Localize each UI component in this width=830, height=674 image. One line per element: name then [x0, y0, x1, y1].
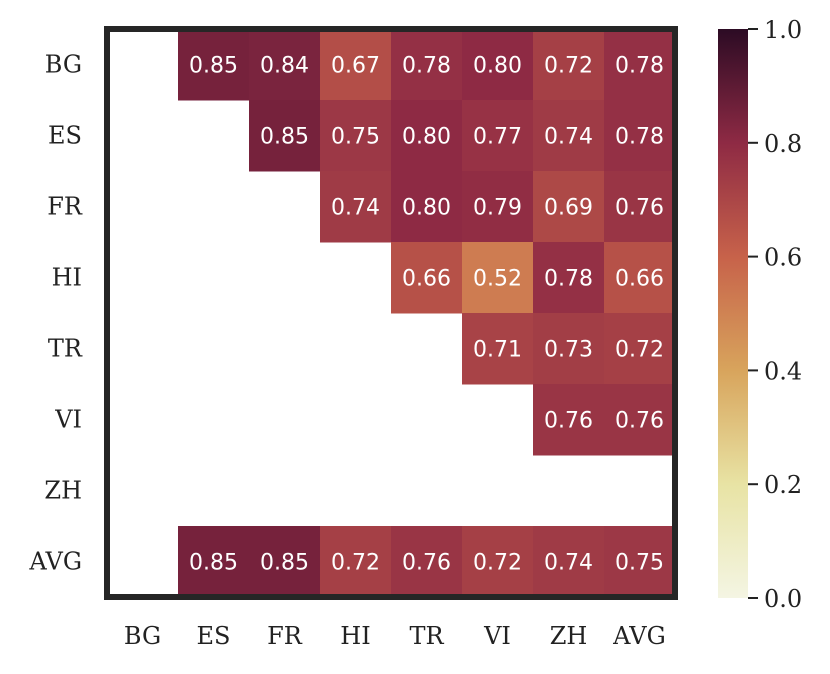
cell-value-label: 0.78	[402, 54, 451, 79]
cell-value-label: 0.80	[402, 125, 451, 150]
x-tick-label-vi: VI	[483, 622, 511, 650]
y-tick-label-avg: AVG	[28, 548, 82, 576]
colorbar-tick-label: 0.2	[764, 471, 802, 499]
y-tick-label-hi: HI	[52, 264, 82, 292]
x-tick-label-tr: TR	[409, 622, 444, 650]
cell-value-label: 0.85	[189, 54, 238, 79]
heatmap-cell-labels: 0.85 0.84 0.67 0.78 0.80 0.72 0.78 0.85 0.75 0.80…	[189, 54, 664, 576]
heatmap-cell-vi-zh	[533, 384, 605, 456]
y-axis-labels: BG ES FR HI TR VI ZH AVG	[28, 51, 83, 576]
y-tick-label-tr: TR	[48, 335, 83, 363]
heatmap-cell-avg-hi	[320, 526, 392, 598]
cell-value-label: 0.76	[402, 551, 451, 576]
cell-value-label: 0.72	[544, 54, 593, 79]
cell-value-label: 0.71	[473, 338, 522, 363]
heatmap-cell-bg-fr	[249, 29, 321, 101]
y-tick-label-fr: FR	[47, 193, 83, 221]
heatmap-cell-bg-tr	[391, 29, 463, 101]
x-tick-label-avg: AVG	[612, 622, 666, 650]
heatmap-cell-hi-vi	[462, 242, 534, 314]
heatmap-cell-avg-tr	[391, 526, 463, 598]
cell-value-label: 0.85	[260, 125, 309, 150]
cell-value-label: 0.72	[615, 338, 664, 363]
heatmap-cell-fr-vi	[462, 171, 534, 243]
heatmap-cell-es-avg	[604, 100, 676, 172]
cell-value-label: 0.73	[544, 338, 593, 363]
heatmap-cell-fr-avg	[604, 171, 676, 243]
heatmap-frame	[104, 26, 678, 600]
cell-value-label: 0.69	[544, 196, 593, 221]
cell-value-label: 0.76	[544, 409, 593, 434]
cell-value-label: 0.85	[189, 551, 238, 576]
cell-value-label: 0.52	[473, 267, 522, 292]
heatmap-cell-bg-hi	[320, 29, 392, 101]
x-tick-label-hi: HI	[340, 622, 370, 650]
heatmap-cell-avg-avg	[604, 526, 676, 598]
heatmap-cell-es-hi	[320, 100, 392, 172]
heatmap-cells	[178, 29, 676, 598]
heatmap-cell-es-fr	[249, 100, 321, 172]
x-tick-label-fr: FR	[267, 622, 303, 650]
cell-value-label: 0.74	[331, 196, 380, 221]
heatmap-cell-hi-avg	[604, 242, 676, 314]
cell-value-label: 0.67	[331, 54, 380, 79]
heatmap-cell-bg-vi	[462, 29, 534, 101]
cell-value-label: 0.75	[615, 551, 664, 576]
heatmap-cell-es-tr	[391, 100, 463, 172]
colorbar-tick-label: 0.8	[764, 130, 802, 158]
y-tick-label-zh: ZH	[44, 477, 82, 505]
heatmap-cell-fr-tr	[391, 171, 463, 243]
heatmap-cell-hi-tr	[391, 242, 463, 314]
cell-value-label: 0.80	[473, 54, 522, 79]
cell-value-label: 0.77	[473, 125, 522, 150]
cell-value-label: 0.78	[615, 54, 664, 79]
cell-value-label: 0.76	[615, 196, 664, 221]
x-tick-label-es: ES	[197, 622, 231, 650]
y-tick-label-bg: BG	[45, 51, 82, 79]
colorbar: 0.0 0.2 0.4 0.6 0.8 1.0	[718, 16, 802, 613]
heatmap-cell-tr-avg	[604, 313, 676, 385]
cell-value-label: 0.66	[615, 267, 664, 292]
x-axis-labels: BG ES FR HI TR VI ZH AVG	[124, 622, 666, 650]
heatmap-cell-es-zh	[533, 100, 605, 172]
cell-value-label: 0.74	[544, 551, 593, 576]
heatmap-cell-bg-es	[178, 29, 250, 101]
heatmap-cell-tr-vi	[462, 313, 534, 385]
heatmap-cell-hi-zh	[533, 242, 605, 314]
colorbar-gradient	[718, 29, 748, 598]
heatmap-cell-fr-zh	[533, 171, 605, 243]
heatmap-cell-es-vi	[462, 100, 534, 172]
heatmap-cell-tr-zh	[533, 313, 605, 385]
heatmap-cell-fr-hi	[320, 171, 392, 243]
cell-value-label: 0.85	[260, 551, 309, 576]
heatmap-cell-vi-avg	[604, 384, 676, 456]
heatmap-cell-bg-avg	[604, 29, 676, 101]
cell-value-label: 0.78	[544, 267, 593, 292]
heatmap-cell-avg-fr	[249, 526, 321, 598]
cell-value-label: 0.80	[402, 196, 451, 221]
heatmap-cell-avg-es	[178, 526, 250, 598]
cell-value-label: 0.72	[331, 551, 380, 576]
cell-value-label: 0.66	[402, 267, 451, 292]
colorbar-tick-label: 0.0	[764, 585, 802, 613]
colorbar-tick-label: 0.6	[764, 244, 802, 272]
cell-value-label: 0.84	[260, 54, 309, 79]
y-tick-label-es: ES	[48, 122, 82, 150]
cell-value-label: 0.76	[615, 409, 664, 434]
x-tick-label-zh: ZH	[550, 622, 588, 650]
cell-value-label: 0.72	[473, 551, 522, 576]
colorbar-tick-label: 1.0	[764, 16, 802, 44]
cell-value-label: 0.78	[615, 125, 664, 150]
cell-value-label: 0.74	[544, 125, 593, 150]
x-tick-label-bg: BG	[124, 622, 161, 650]
heatmap-cell-avg-zh	[533, 526, 605, 598]
colorbar-tick-label: 0.4	[764, 357, 802, 385]
cell-value-label: 0.75	[331, 125, 380, 150]
cell-value-label: 0.79	[473, 196, 522, 221]
heatmap-cell-avg-vi	[462, 526, 534, 598]
y-tick-label-vi: VI	[54, 406, 82, 434]
heatmap-cell-bg-zh	[533, 29, 605, 101]
